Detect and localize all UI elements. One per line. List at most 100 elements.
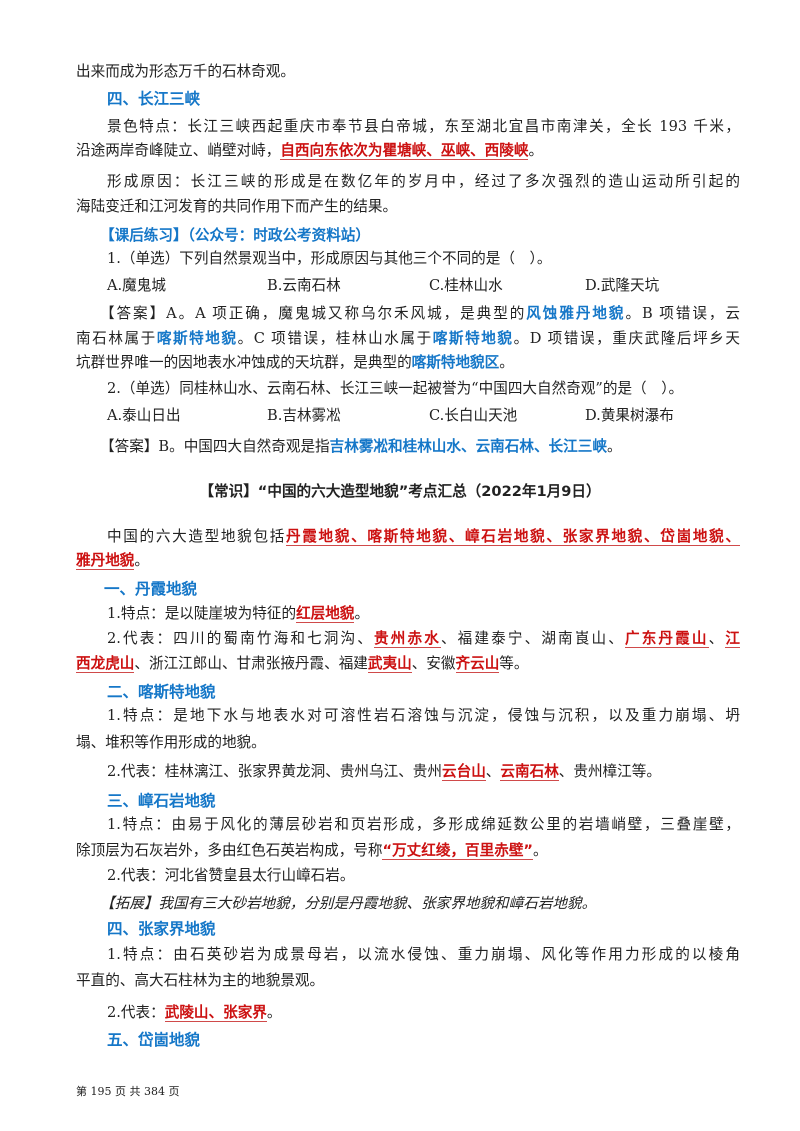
text-span: 。: [134, 552, 149, 569]
text-span: 【答案】A。A 项正确，魔鬼城又称乌尔禾风城，是典型的: [100, 305, 527, 322]
text-span: 等。: [499, 655, 529, 672]
text-span: 1.特点：是以陡崖坡为特征的: [107, 605, 297, 622]
highlighted-text: 云南石林: [500, 763, 559, 781]
highlighted-text: 贵州赤水: [374, 630, 441, 648]
highlighted-text: 齐云山: [455, 655, 500, 673]
text-span: 、: [708, 630, 726, 647]
text-span: 1.特点：由石英砂岩为成景母岩，以流水侵蚀、重力崩塌、风化等作用力形成的以棱角: [107, 946, 740, 963]
highlighted-text: 风蚀雅丹地貌: [526, 305, 626, 322]
text-span: 沿途两岸奇峰陡立、峭壁对峙，: [76, 142, 281, 159]
text-span: 塌、堆积等作用形成的地貌。: [76, 734, 266, 751]
text-span: 。: [499, 354, 514, 371]
text-span: 【拓展】我国有三大砂岩地貌，分别是丹霞地貌、张家界地貌和嶂石岩地貌。: [100, 895, 597, 912]
text-span: 坑群世界唯一的因地表水冲蚀成的天坑群，是典型的: [76, 354, 412, 371]
section-heading: 四、长江三峡: [107, 90, 201, 108]
text-line: 【常识】“中国的六大造型地貌”考点汇总（2022年1月9日）: [0, 482, 800, 502]
highlighted-text: 丹霞地貌、喀斯特地貌、嶂石岩地貌、张家界地貌、岱崮地貌、: [286, 528, 740, 546]
text-line: 海陆变迁和江河发育的共同作用下而产生的结果。: [76, 197, 397, 217]
answer-option: D.黄果树瀑布: [585, 407, 674, 424]
text-span: 南石林属于: [76, 330, 157, 347]
answer-option: A.泰山日出: [107, 407, 181, 424]
text-span: 1.（单选）下列自然景观当中，形成原因与其他三个不同的是（ ）。: [107, 250, 552, 267]
highlighted-text: 江: [725, 630, 740, 648]
text-line: 出来而成为形态万千的石林奇观。: [76, 62, 295, 82]
answer-option: C.长白山天池: [429, 407, 518, 424]
text-line: 坑群世界唯一的因地表水冲蚀成的天坑群，是典型的喀斯特地貌区。: [76, 353, 514, 373]
text-span: 1.特点：是地下水与地表水对可溶性岩石溶蚀与沉淀，侵蚀与沉积，以及重力崩塌、坍: [107, 707, 740, 724]
highlighted-text: 雅丹地貌: [76, 552, 135, 570]
text-line: 二、喀斯特地貌: [107, 682, 216, 703]
highlighted-text: “万丈红绫，百里赤壁”: [382, 842, 534, 860]
text-span: 除顶层为石灰岩外，多由红色石英岩构成，号称: [76, 842, 383, 859]
text-line: 形成原因：长江三峡的形成是在数亿年的岁月中，经过了多次强烈的造山运动所引起的: [107, 172, 740, 192]
text-line: 四、张家界地貌: [107, 919, 216, 940]
text-line: 除顶层为石灰岩外，多由红色石英岩构成，号称“万丈红绫，百里赤壁”。: [76, 841, 548, 861]
section-heading: 三、嶂石岩地貌: [107, 792, 216, 810]
text-line: 景色特点：长江三峡西起重庆市奉节县白帝城，东至湖北宜昌市南津关，全长 193 千…: [107, 117, 740, 137]
text-line: 三、嶂石岩地貌: [107, 791, 216, 812]
text-span: 。: [533, 842, 548, 859]
text-line: 1.特点：由易于风化的薄层砂岩和页岩形成，多形成绵延数公里的岩墙峭壁，三叠崖壁，: [107, 815, 740, 835]
text-line: 1.特点：由石英砂岩为成景母岩，以流水侵蚀、重力崩塌、风化等作用力形成的以棱角: [107, 945, 740, 965]
page-footer: 第 195 页 共 384 页: [76, 1085, 180, 1098]
section-heading: 二、喀斯特地貌: [107, 683, 216, 701]
text-span: 2.代表：河北省赞皇县太行山嶂石岩。: [107, 867, 355, 884]
text-span: 平直的、高大石柱林为主的地貌景观。: [76, 972, 325, 989]
text-span: 。: [266, 1004, 282, 1021]
text-line: 2.代表：武陵山、张家界。: [107, 1003, 282, 1023]
text-span: 出来而成为形态万千的石林奇观。: [76, 63, 295, 80]
text-line: 南石林属于喀斯特地貌。C 项错误，桂林山水属于喀斯特地貌。D 项错误，重庆武隆后…: [76, 329, 740, 349]
text-span: 、安徽: [411, 655, 456, 672]
text-line: 中国的六大造型地貌包括丹霞地貌、喀斯特地貌、嶂石岩地貌、张家界地貌、岱崮地貌、: [107, 527, 740, 547]
text-line: 2.（单选）同桂林山水、云南石林、长江三峡一起被誉为“中国四大自然奇观”的是（ …: [107, 379, 683, 399]
text-span: 海陆变迁和江河发育的共同作用下而产生的结果。: [76, 198, 398, 215]
text-line: 雅丹地貌。: [76, 551, 149, 571]
text-span: 中国的六大造型地貌包括: [107, 528, 287, 545]
text-span: 。D 项错误，重庆武隆后坪乡天: [513, 330, 740, 347]
text-line: 【课后练习】（公众号：时政公考资料站）: [100, 226, 370, 246]
section-heading: 一、丹霞地貌: [104, 580, 198, 598]
highlighted-text: 西龙虎山: [76, 655, 135, 673]
section-heading: 五、岱崮地貌: [107, 1031, 201, 1049]
highlighted-text: 红层地貌: [296, 605, 355, 623]
highlighted-text: 云台山: [442, 763, 486, 781]
highlighted-text: 广东丹霞山: [624, 630, 709, 648]
text-span: 。C 项错误，桂林山水属于: [237, 330, 433, 347]
text-line: 【拓展】我国有三大砂岩地貌，分别是丹霞地貌、张家界地貌和嶂石岩地貌。: [100, 894, 596, 914]
text-span: 2.代表：桂林漓江、张家界黄龙洞、贵州乌江、贵州: [107, 763, 442, 780]
text-line: 1.特点：是地下水与地表水对可溶性岩石溶蚀与沉淀，侵蚀与沉积，以及重力崩塌、坍: [107, 706, 740, 726]
answer-option: D.武隆天坑: [585, 277, 660, 294]
text-span: 。: [606, 438, 622, 455]
text-span: 。: [354, 605, 370, 622]
text-span: 、贵州樟江等。: [558, 763, 661, 780]
section-title: 【常识】“中国的六大造型地貌”考点汇总（2022年1月9日）: [199, 483, 601, 500]
highlighted-text: 自西向东依次为瞿塘峡、巫峡、西陵峡: [280, 142, 529, 160]
text-span: 、: [485, 763, 501, 780]
text-line: 2.代表：桂林漓江、张家界黄龙洞、贵州乌江、贵州云台山、云南石林、贵州樟江等。: [107, 762, 661, 782]
text-line: 一、丹霞地貌: [104, 579, 197, 600]
text-span: 【答案】B。中国四大自然奇观是指: [100, 438, 330, 455]
text-span: 形成原因：长江三峡的形成是在数亿年的岁月中，经过了多次强烈的造山运动所引起的: [107, 173, 740, 190]
text-span: 、浙江江郎山、甘肃张掖丹霞、福建: [134, 655, 368, 672]
text-span: 景色特点：长江三峡西起重庆市奉节县白帝城，东至湖北宜昌市南津关，全长 193 千…: [107, 118, 740, 135]
text-span: 2.代表：四川的蜀南竹海和七洞沟、: [107, 630, 375, 647]
text-line: 2.代表：四川的蜀南竹海和七洞沟、贵州赤水、福建泰宁、湖南崀山、广东丹霞山、江: [107, 629, 740, 649]
text-line: 四、长江三峡: [107, 89, 200, 110]
text-line: 【答案】A。A 项正确，魔鬼城又称乌尔禾风城，是典型的风蚀雅丹地貌。B 项错误，…: [100, 304, 740, 324]
text-line: 平直的、高大石柱林为主的地貌景观。: [76, 971, 324, 991]
text-span: 、福建泰宁、湖南崀山、: [440, 630, 625, 647]
highlighted-text: 喀斯特地貌: [432, 330, 514, 347]
answer-option: B.云南石林: [267, 277, 341, 294]
text-line: 1.特点：是以陡崖坡为特征的红层地貌。: [107, 604, 369, 624]
text-line: 1.（单选）下列自然景观当中，形成原因与其他三个不同的是（ ）。: [107, 249, 551, 269]
highlighted-text: 吉林雾凇和桂林山水、云南石林、长江三峡: [329, 438, 607, 455]
section-heading: 四、张家界地貌: [107, 920, 216, 938]
text-span: 。: [528, 142, 544, 159]
highlighted-text: 喀斯特地貌区: [411, 354, 500, 371]
text-line: 2.代表：河北省赞皇县太行山嶂石岩。: [107, 866, 354, 886]
text-span: 2.代表：: [107, 1004, 165, 1021]
text-span: 1.特点：由易于风化的薄层砂岩和页岩形成，多形成绵延数公里的岩墙峭壁，三叠崖壁，: [107, 816, 740, 833]
answer-option: A.魔鬼城: [107, 277, 166, 294]
highlighted-text: 武陵山、张家界: [164, 1004, 267, 1022]
highlighted-text: 【课后练习】（公众号：时政公考资料站）: [100, 227, 370, 244]
